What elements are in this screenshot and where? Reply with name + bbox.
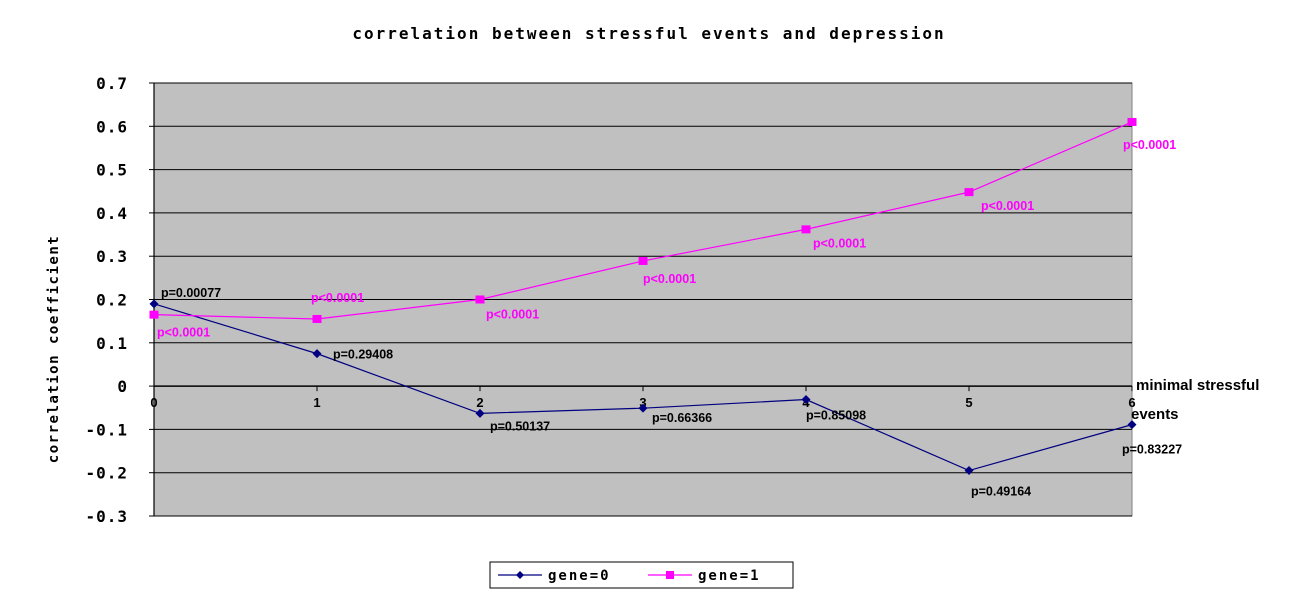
- x-tick-label-1: 1: [313, 395, 320, 410]
- point-gene=1-0: [149, 310, 159, 319]
- x-tick-label-3: 3: [639, 395, 646, 410]
- point-gene=0-5: [964, 466, 974, 476]
- x-tick-label-5: 5: [965, 395, 972, 410]
- legend-marker-gene0: [516, 571, 524, 579]
- y-tick-label-7: 0: [117, 377, 128, 396]
- data-label-gene=0-5: p=0.49164: [971, 485, 1031, 499]
- series-layer: p=0.00077 p=0.29408 p=0.50137 p=0.66366 p=0.…: [149, 117, 1182, 499]
- point-gene=0-6: [1127, 420, 1137, 430]
- y-tick-labels: 0.7 0.6 0.5 0.4 0.3 0.2 0.1 0 -0.1 -0.2 -0.3: [85, 74, 128, 526]
- data-label-gene=1-5: p<0.0001: [981, 199, 1034, 213]
- data-label-gene=0-2: p=0.50137: [490, 419, 550, 433]
- legend-marker-gene1: [666, 571, 674, 579]
- data-label-gene=1-2: p<0.0001: [486, 308, 539, 322]
- series-gene=0: p=0.00077 p=0.29408 p=0.50137 p=0.66366 p=0.…: [149, 286, 1182, 499]
- data-label-gene=0-4: p=0.85098: [806, 409, 866, 423]
- chart-title: correlation between stressful events and…: [352, 24, 945, 43]
- data-label-gene=0-3: p=0.66366: [652, 411, 712, 425]
- point-gene=1-1: [312, 314, 322, 323]
- point-gene=0-1: [312, 349, 322, 359]
- legend: gene=0 gene=1: [489, 561, 794, 589]
- point-gene=0-3: [638, 403, 648, 413]
- data-label-gene=0-0: p=0.00077: [161, 286, 221, 300]
- data-label-gene=1-4: p<0.0001: [813, 236, 866, 250]
- point-gene=0-2: [475, 408, 485, 418]
- y-tick-label-4: 0.3: [96, 247, 128, 266]
- y-tick-label-9: -0.2: [85, 464, 128, 483]
- data-label-gene=1-6: p<0.0001: [1123, 138, 1176, 152]
- y-tick-label-2: 0.5: [96, 161, 128, 180]
- data-label-gene=1-0: p<0.0001: [157, 326, 210, 340]
- point-gene=1-2: [475, 295, 485, 304]
- series-gene=1: p<0.0001 p<0.0001 p<0.0001 p<0.0001 p<0.0001…: [149, 117, 1176, 340]
- data-label-gene=0-6: p=0.83227: [1122, 443, 1182, 457]
- legend-label-gene0: gene=0: [548, 568, 611, 584]
- data-label-gene=1-1: p<0.0001: [311, 291, 364, 305]
- x-axis-label-line2: events: [1131, 406, 1179, 423]
- point-gene=1-5: [964, 188, 974, 197]
- x-tick-label-6: 6: [1128, 395, 1135, 410]
- point-gene=1-6: [1127, 117, 1137, 126]
- point-gene=0-0: [149, 299, 159, 309]
- gridlines: [154, 82, 1132, 517]
- x-tick-label-2: 2: [476, 395, 483, 410]
- data-label-gene=0-1: p=0.29408: [333, 348, 393, 362]
- x-axis-label-line1: minimal stressful: [1136, 377, 1259, 394]
- y-tick-label-6: 0.1: [96, 334, 128, 353]
- x-tick-label-0: 0: [150, 395, 157, 410]
- legend-label-gene1: gene=1: [698, 568, 761, 584]
- point-gene=1-3: [638, 256, 648, 265]
- y-tick-label-10: -0.3: [85, 507, 128, 526]
- point-gene=1-4: [801, 225, 811, 234]
- point-gene=0-4: [801, 395, 811, 405]
- y-tick-label-1: 0.6: [96, 117, 128, 136]
- y-tick-label-0: 0.7: [96, 74, 128, 93]
- data-label-gene=1-3: p<0.0001: [643, 272, 696, 286]
- y-tick-label-3: 0.4: [96, 204, 128, 223]
- y-tick-label-8: -0.1: [85, 420, 128, 439]
- y-axis-label: correlation coefficient: [46, 235, 62, 463]
- y-tick-label-5: 0.2: [96, 291, 128, 310]
